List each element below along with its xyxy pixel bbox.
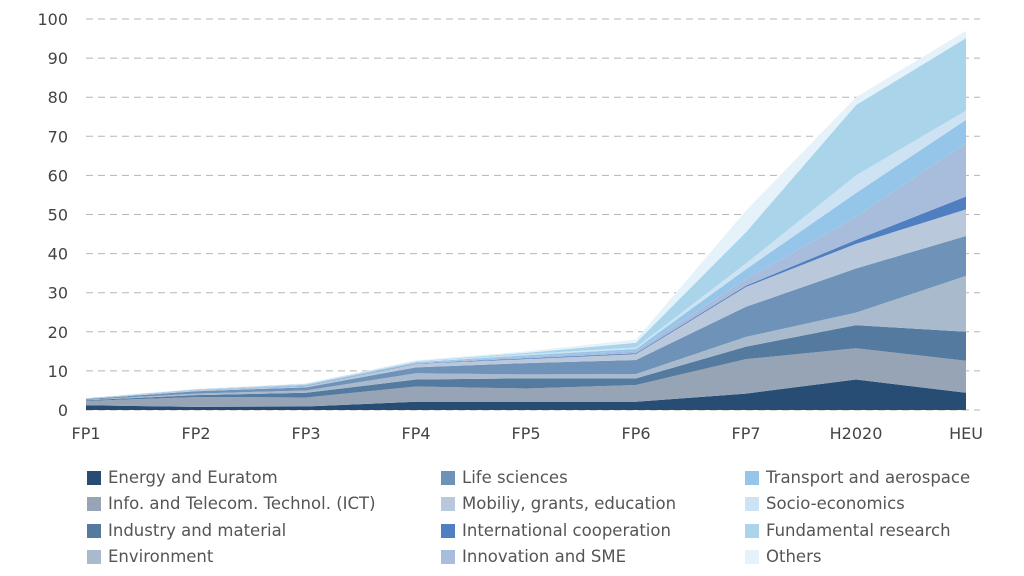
y-tick-label: 10 [48,362,68,381]
area-mobiliy-grants-education [86,209,966,400]
legend-swatch [87,523,101,538]
y-tick-label: 90 [48,49,68,68]
x-tick-label: FP6 [621,424,650,443]
legend-item: Life sciences [441,468,568,487]
y-tick-label: 80 [48,88,68,107]
area-energy-and-euratom [86,379,966,410]
legend-item: Energy and Euratom [87,468,278,487]
x-tick-label: FP5 [511,424,540,443]
legend-swatch [87,470,101,485]
x-tick-label: FP3 [291,424,320,443]
legend-label: Fundamental research [766,521,951,540]
legend-swatch [441,523,455,538]
legend-swatch [441,549,455,564]
legend-label: Socio-economics [766,494,905,513]
legend-swatch [87,549,101,564]
legend-label: Others [766,547,822,566]
legend-item: International cooperation [441,521,671,540]
y-tick-label: 30 [48,284,68,303]
legend-label: Industry and material [108,521,287,540]
area-fundamental-research [86,38,966,399]
x-tick-label: FP4 [401,424,430,443]
legend-swatch [745,470,759,485]
legend-label: Life sciences [462,468,568,487]
legend-swatch [441,470,455,485]
y-tick-label: 50 [48,206,68,225]
legend-item: Mobiliy, grants, education [441,494,676,513]
y-tick-label: 0 [58,401,68,420]
area-environment [86,275,966,401]
legend-label: Innovation and SME [462,547,627,566]
x-tick-label: FP7 [731,424,760,443]
x-tick-label: FP1 [71,424,100,443]
legend-item: Info. and Telecom. Technol. (ICT) [87,494,376,513]
legend-label: Info. and Telecom. Technol. (ICT) [108,494,376,513]
y-tick-label: 60 [48,166,68,185]
x-tick-label: HEU [949,424,983,443]
legend-item: Industry and material [87,521,286,540]
y-tick-label: 40 [48,245,68,264]
legend-label: Environment [108,547,214,566]
legend-label: International cooperation [462,521,671,540]
legend-swatch [87,496,101,511]
area-life-sciences [86,236,966,400]
legend-item: Transport and aerospace [745,468,970,487]
legend-item: Others [745,547,821,566]
legend-swatch [745,523,759,538]
y-tick-label: 70 [48,127,68,146]
x-tick-label: H2020 [830,424,883,443]
y-tick-label: 100 [37,10,68,29]
legend-item: Innovation and SME [441,547,626,566]
legend-item: Socio-economics [745,494,905,513]
legend-swatch [745,496,759,511]
area-info-and-telecom-technol-ict [86,348,966,407]
legend-label: Transport and aerospace [766,468,971,487]
legend-label: Mobiliy, grants, education [462,494,677,513]
legend-label: Energy and Euratom [108,468,278,487]
legend-swatch [441,496,455,511]
legend-swatch [745,549,759,564]
y-tick-label: 20 [48,323,68,342]
x-tick-label: FP2 [181,424,210,443]
legend-item: Fundamental research [745,521,951,540]
area-industry-and-material [86,325,966,402]
legend-item: Environment [87,547,213,566]
